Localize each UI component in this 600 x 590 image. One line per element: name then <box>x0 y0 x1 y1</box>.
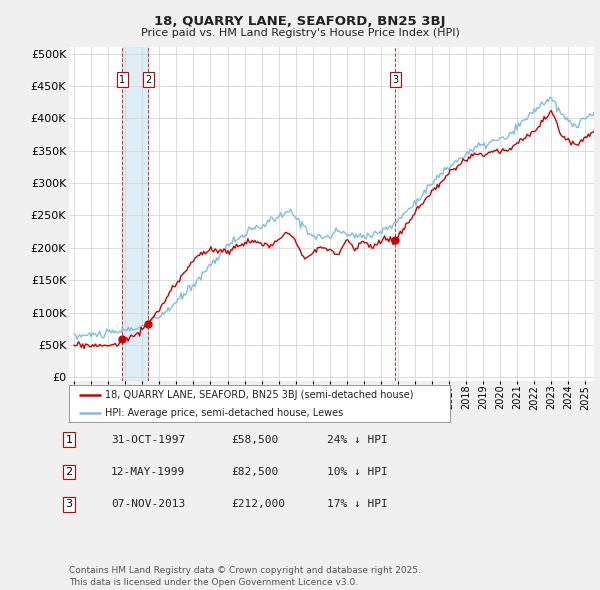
Text: Price paid vs. HM Land Registry's House Price Index (HPI): Price paid vs. HM Land Registry's House … <box>140 28 460 38</box>
Text: HPI: Average price, semi-detached house, Lewes: HPI: Average price, semi-detached house,… <box>105 408 343 418</box>
Text: 3: 3 <box>65 500 73 509</box>
Text: 31-OCT-1997: 31-OCT-1997 <box>111 435 185 444</box>
Text: £82,500: £82,500 <box>231 467 278 477</box>
Text: 17% ↓ HPI: 17% ↓ HPI <box>327 500 388 509</box>
Text: 18, QUARRY LANE, SEAFORD, BN25 3BJ: 18, QUARRY LANE, SEAFORD, BN25 3BJ <box>154 15 446 28</box>
Text: 2: 2 <box>65 467 73 477</box>
Text: 07-NOV-2013: 07-NOV-2013 <box>111 500 185 509</box>
Text: Contains HM Land Registry data © Crown copyright and database right 2025.
This d: Contains HM Land Registry data © Crown c… <box>69 566 421 587</box>
Text: 3: 3 <box>392 74 398 84</box>
Text: 1: 1 <box>119 74 125 84</box>
Bar <box>122 47 148 381</box>
Text: 2: 2 <box>145 74 152 84</box>
Text: £58,500: £58,500 <box>231 435 278 444</box>
Text: 18, QUARRY LANE, SEAFORD, BN25 3BJ (semi-detached house): 18, QUARRY LANE, SEAFORD, BN25 3BJ (semi… <box>105 390 413 400</box>
Text: 24% ↓ HPI: 24% ↓ HPI <box>327 435 388 444</box>
Text: 12-MAY-1999: 12-MAY-1999 <box>111 467 185 477</box>
Text: £212,000: £212,000 <box>231 500 285 509</box>
Text: 10% ↓ HPI: 10% ↓ HPI <box>327 467 388 477</box>
Text: 1: 1 <box>65 435 73 444</box>
